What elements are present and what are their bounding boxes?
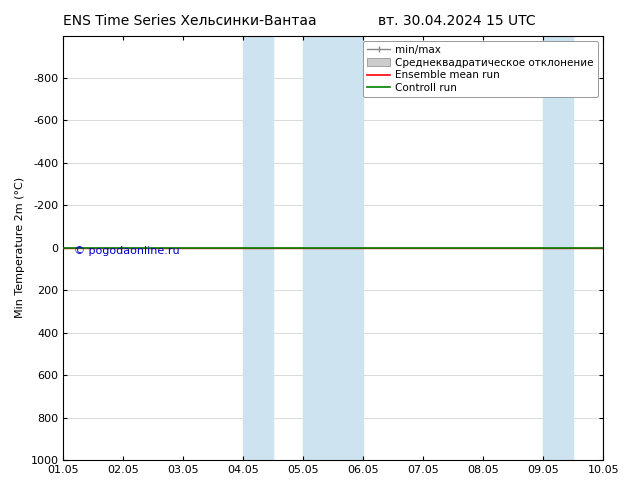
Bar: [303, 36, 363, 460]
Bar: [243, 36, 273, 460]
Y-axis label: Min Temperature 2m (°C): Min Temperature 2m (°C): [15, 177, 25, 318]
Legend: min/max, Среднеквадратическое отклонение, Ensemble mean run, Controll run: min/max, Среднеквадратическое отклонение…: [363, 41, 598, 97]
Text: вт. 30.04.2024 15 UTC: вт. 30.04.2024 15 UTC: [378, 14, 535, 28]
Bar: [543, 36, 573, 460]
Text: ENS Time Series Хельсинки-Вантаа: ENS Time Series Хельсинки-Вантаа: [63, 14, 317, 28]
Bar: [603, 36, 633, 460]
Text: © pogodaonline.ru: © pogodaonline.ru: [74, 246, 180, 256]
